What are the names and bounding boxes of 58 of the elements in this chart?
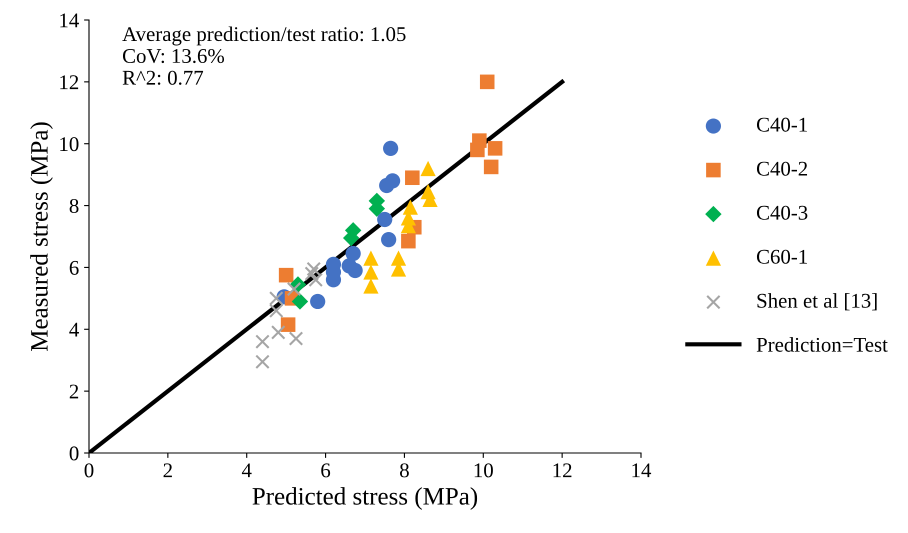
point (269, 303, 284, 318)
point (280, 317, 296, 332)
point (278, 268, 294, 282)
point (480, 74, 495, 90)
point (488, 141, 502, 156)
point (286, 282, 302, 296)
y-tick-label: 14 (60, 13, 79, 28)
annotation: CoV: 13.6% (122, 48, 224, 64)
point (255, 334, 270, 349)
point (310, 294, 326, 310)
point (384, 173, 400, 188)
y-tick-label: 6 (70, 260, 79, 275)
point (306, 262, 321, 276)
y-tick-label: 2 (70, 384, 78, 398)
point (390, 250, 406, 266)
point (363, 250, 379, 266)
y-axis-title: Measured stress (MPa) (30, 122, 53, 352)
point (363, 264, 379, 280)
point (401, 234, 416, 248)
legend-label: C60-1 (756, 250, 807, 264)
x-tick-label: 8 (400, 463, 409, 478)
legend-label: C40-2 (756, 162, 808, 176)
legend-label: Prediction=Test (756, 337, 888, 352)
point (363, 278, 379, 294)
x-tick-label: 2 (164, 463, 172, 478)
x-tick-label: 10 (474, 463, 493, 478)
y-tick-label: 0 (70, 446, 78, 460)
legend-label: C40-1 (756, 118, 807, 132)
x-tick-label: 12 (554, 463, 572, 478)
y-tick-label: 4 (69, 322, 79, 337)
point (346, 246, 361, 262)
y-tick-label: 10 (60, 137, 78, 152)
legend-label: Shen et al [13] (757, 293, 877, 310)
x-tick-label: 4 (242, 463, 252, 478)
point (271, 325, 286, 340)
y-tick-label: 12 (60, 75, 78, 90)
point (292, 293, 308, 310)
x-tick-label: 6 (321, 463, 330, 478)
point (383, 140, 398, 156)
point (269, 291, 284, 306)
x-axis-title: Predicted stress (MPa) (252, 487, 478, 510)
y-tick-label: 8 (70, 198, 78, 214)
annotation: Average prediction/test ratio: 1.05 (122, 26, 406, 46)
x-tick-label: 0 (84, 463, 94, 478)
annotation: R^2: 0.77 (122, 70, 204, 85)
point (381, 232, 396, 248)
point (255, 354, 270, 370)
point (288, 331, 304, 346)
point (308, 272, 323, 288)
point (420, 160, 436, 176)
point (348, 262, 363, 278)
point (377, 212, 392, 228)
point (470, 142, 485, 158)
point (484, 160, 498, 174)
legend-label: C40-3 (756, 206, 808, 220)
point (405, 170, 420, 186)
point (304, 266, 320, 281)
x-tick-label: 14 (632, 463, 652, 478)
